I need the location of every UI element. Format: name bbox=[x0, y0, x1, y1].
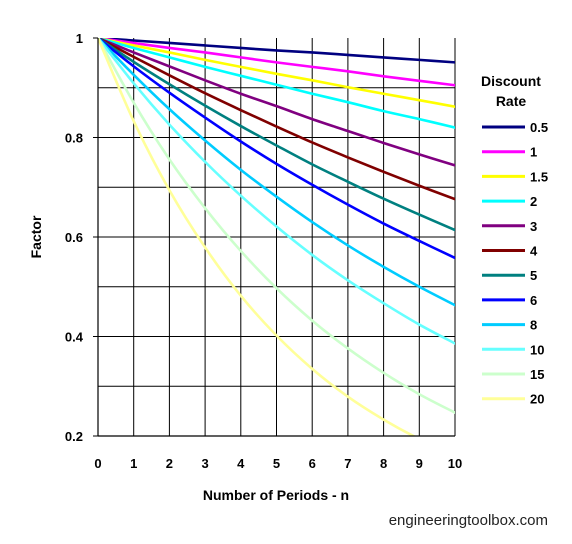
x-tick-label: 0 bbox=[94, 456, 101, 471]
x-axis-label: Number of Periods - n bbox=[203, 487, 349, 503]
legend-label: 10 bbox=[530, 342, 544, 357]
axes: 0 1 2 3 4 5 6 7 8 9 10 0.2 0.4 0.6 0.8 1 bbox=[65, 31, 462, 471]
legend-title: Discount bbox=[481, 73, 541, 89]
legend-label: 0.5 bbox=[530, 120, 548, 135]
series-line-1-5 bbox=[98, 38, 455, 108]
x-tick-label: 8 bbox=[380, 456, 387, 471]
legend-label: 8 bbox=[530, 318, 537, 333]
series-line-20 bbox=[98, 38, 417, 436]
series-line-2 bbox=[98, 38, 455, 129]
legend-label: 20 bbox=[530, 392, 544, 407]
x-tick-label: 2 bbox=[166, 456, 173, 471]
series-line-10 bbox=[98, 38, 455, 345]
credit-text: engineeringtoolbox.com bbox=[389, 512, 548, 529]
x-tick-label: 7 bbox=[344, 456, 351, 471]
series-line-6 bbox=[98, 38, 455, 260]
x-tick-label: 6 bbox=[309, 456, 316, 471]
y-tick-label: 0.8 bbox=[65, 131, 83, 146]
legend-label: 1.5 bbox=[530, 169, 548, 184]
series-line-0-5 bbox=[98, 38, 455, 64]
x-tick-label: 4 bbox=[237, 456, 245, 471]
y-tick-label: 1 bbox=[76, 31, 83, 46]
x-tick-label: 1 bbox=[130, 456, 137, 471]
y-tick-label: 0.4 bbox=[65, 330, 84, 345]
legend-label: 6 bbox=[530, 293, 537, 308]
series-line-15 bbox=[98, 38, 455, 414]
series-line-5 bbox=[98, 38, 455, 232]
legend-label: 3 bbox=[530, 219, 537, 234]
x-tick-label: 9 bbox=[416, 456, 423, 471]
x-tick-label: 10 bbox=[448, 456, 462, 471]
series-line-4 bbox=[98, 38, 455, 201]
y-axis-label: Factor bbox=[28, 215, 44, 258]
series-line-1 bbox=[98, 38, 455, 87]
legend-label: 2 bbox=[530, 194, 537, 209]
legend-label: 5 bbox=[530, 268, 537, 283]
series-line-3 bbox=[98, 38, 455, 167]
legend-label: 15 bbox=[530, 367, 544, 382]
legend-title: Rate bbox=[496, 93, 527, 109]
legend-label: 1 bbox=[530, 145, 537, 160]
x-tick-label: 5 bbox=[273, 456, 280, 471]
y-tick-label: 0.2 bbox=[65, 429, 83, 444]
y-tick-label: 0.6 bbox=[65, 230, 83, 245]
series-line-8 bbox=[98, 38, 455, 307]
legend-label: 4 bbox=[530, 244, 538, 259]
x-tick-label: 3 bbox=[201, 456, 208, 471]
series-lines bbox=[98, 38, 455, 436]
